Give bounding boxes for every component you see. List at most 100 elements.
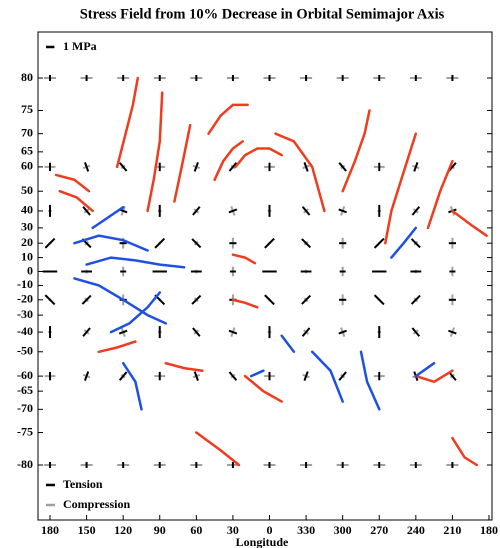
tension-bar <box>191 238 202 249</box>
lineament <box>85 256 186 269</box>
y-tick-label: 75 <box>21 102 33 116</box>
y-tick-label: 80 <box>21 70 33 84</box>
tension-bar <box>193 162 199 172</box>
lineament <box>341 109 371 193</box>
y-tick-label: -20 <box>17 292 33 306</box>
lineament <box>195 431 241 467</box>
tension-bar <box>413 162 419 172</box>
lineament <box>173 123 192 203</box>
lineament <box>231 298 259 309</box>
tension-bar <box>192 327 201 337</box>
tension-bar <box>303 371 309 381</box>
y-tick-label: -30 <box>17 307 33 321</box>
lineament <box>384 132 418 245</box>
tension-bar <box>373 294 385 306</box>
x-tick-label: 180 <box>41 523 59 537</box>
y-tick-label: -60 <box>17 368 33 382</box>
tension-bar <box>44 237 56 249</box>
x-tick-label: 120 <box>114 523 132 537</box>
lineament <box>414 361 436 378</box>
lineament <box>58 189 94 213</box>
tension-bar <box>82 327 91 337</box>
y-tick-label: 60 <box>21 159 33 173</box>
lineament <box>280 334 296 354</box>
y-tick-label: -65 <box>17 383 33 397</box>
x-tick-label: 90 <box>154 523 166 537</box>
tension-bar <box>338 208 347 214</box>
y-tick-label: 50 <box>21 183 33 197</box>
y-tick-label: -70 <box>17 401 33 415</box>
tension-bar <box>448 329 457 335</box>
tension-bar <box>338 329 347 335</box>
tension-bar <box>118 371 128 381</box>
tension-bar <box>301 294 312 305</box>
lineament <box>109 291 162 334</box>
tension-bar <box>301 238 312 249</box>
tension-bar <box>84 162 90 172</box>
y-tick-label: 0 <box>27 263 33 277</box>
legend-label: Compression <box>63 497 130 511</box>
y-tick-label: 30 <box>21 220 33 234</box>
y-tick-label: -75 <box>17 424 33 438</box>
lineament <box>115 76 140 169</box>
tension-bar <box>410 238 421 249</box>
x-tick-label: 300 <box>334 523 352 537</box>
tension-bar <box>303 162 309 172</box>
tension-bar <box>118 162 128 172</box>
plot-frame <box>37 31 493 521</box>
lineament <box>146 91 164 213</box>
lineament <box>234 147 283 169</box>
x-tick-label: 180 <box>480 523 498 537</box>
tension-bar <box>301 327 311 337</box>
tension-bar <box>82 206 91 216</box>
lineament <box>310 350 344 403</box>
lineament <box>426 159 454 230</box>
x-tick-label: 210 <box>443 523 461 537</box>
x-tick-label: 150 <box>78 523 96 537</box>
lineament <box>274 132 326 213</box>
y-tick-label: -80 <box>17 457 33 471</box>
tension-bar <box>84 371 90 381</box>
tension-bar <box>191 294 202 305</box>
x-tick-label: 0 <box>267 523 273 537</box>
y-tick-label: -50 <box>17 344 33 358</box>
lineament <box>121 361 143 411</box>
x-tick-label: 30 <box>227 523 239 537</box>
tension-bar <box>228 329 238 335</box>
scale-bar-label: 1 MPa <box>63 39 97 53</box>
tension-bar <box>193 371 199 381</box>
y-tick-label: 70 <box>21 125 33 139</box>
lineament <box>54 173 91 193</box>
tension-bar <box>410 294 421 305</box>
tension-bar <box>44 294 56 306</box>
tension-bar <box>118 329 128 335</box>
tension-bar <box>264 294 275 306</box>
tension-bar <box>411 327 421 337</box>
tension-bar <box>338 162 347 172</box>
y-tick-label: -10 <box>17 277 33 291</box>
lineament <box>359 350 381 411</box>
lineament <box>97 340 137 354</box>
lineament <box>207 103 249 135</box>
lineament <box>249 369 265 378</box>
y-tick-label: -40 <box>17 324 33 338</box>
lineament <box>164 361 204 372</box>
tension-bar <box>264 237 275 249</box>
tension-bar <box>373 237 385 249</box>
chart-title: Stress Field from 10% Decrease in Orbita… <box>80 6 445 22</box>
lineament <box>91 205 125 230</box>
tension-bar <box>338 371 347 381</box>
lineament <box>243 374 283 403</box>
lineament <box>213 140 244 182</box>
tension-bar <box>228 162 238 172</box>
lineament <box>414 369 454 384</box>
x-tick-label: 330 <box>297 523 315 537</box>
x-axis-label: Longitude <box>236 535 289 548</box>
tension-bar <box>228 208 238 214</box>
lineament <box>451 436 479 467</box>
tension-bar <box>228 371 238 381</box>
tension-bar <box>301 206 311 216</box>
y-tick-label: 65 <box>21 144 33 158</box>
lineament <box>451 209 488 237</box>
